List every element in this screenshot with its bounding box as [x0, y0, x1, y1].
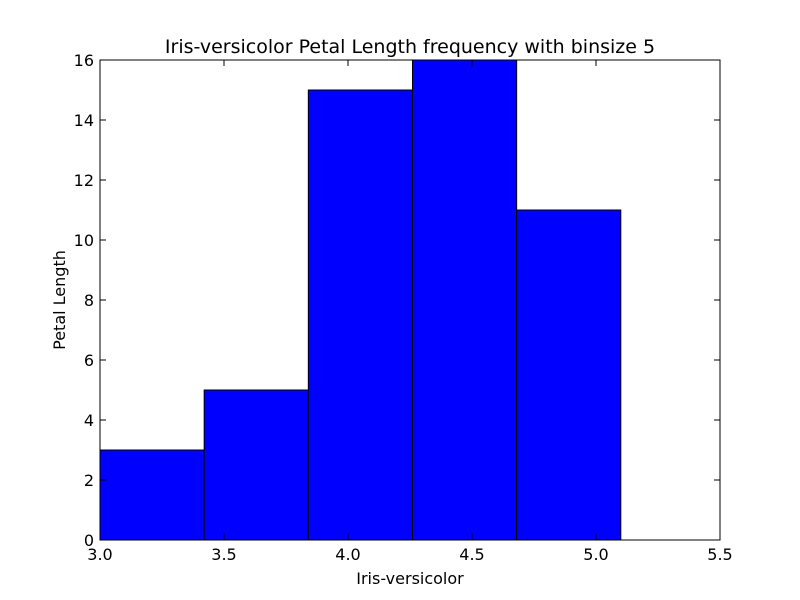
y-tick-label-0: 0	[84, 531, 94, 550]
x-tick-label-0: 3.0	[87, 545, 112, 564]
ticks-layer	[99, 59, 721, 541]
x-tick-label-1: 3.5	[211, 545, 236, 564]
x-tick-label-5: 5.5	[707, 545, 732, 564]
x-tick-label-2: 4.0	[335, 545, 360, 564]
x-axis-label: Iris-versicolor	[356, 569, 464, 588]
y-tick-label-8: 16	[74, 51, 94, 70]
bars-layer	[99, 59, 622, 541]
histogram-bar-4	[411, 59, 518, 541]
y-axis-label: Petal Length	[50, 250, 69, 350]
y-tick-label-2: 4	[84, 411, 94, 430]
histogram-bar-1	[99, 449, 205, 541]
x-tick-label-4: 5.0	[583, 545, 608, 564]
y-tick-label-5: 10	[74, 231, 94, 250]
tick-labels-layer: 3.0 3.5 4.0 4.5 5.0 5.5 0 2 4 6 8 10 12 14 16	[74, 51, 733, 564]
y-tick-label-4: 8	[84, 291, 94, 310]
histogram-bar-3	[307, 89, 413, 541]
histogram-bar-2	[203, 389, 309, 541]
histogram-bar-5	[516, 209, 622, 541]
y-tick-label-7: 14	[74, 111, 94, 130]
x-tick-label-3: 4.5	[459, 545, 484, 564]
y-tick-label-1: 2	[84, 471, 94, 490]
y-tick-label-6: 12	[74, 171, 94, 190]
chart-title: Iris-versicolor Petal Length frequency w…	[165, 36, 655, 58]
y-tick-label-3: 6	[84, 351, 94, 370]
